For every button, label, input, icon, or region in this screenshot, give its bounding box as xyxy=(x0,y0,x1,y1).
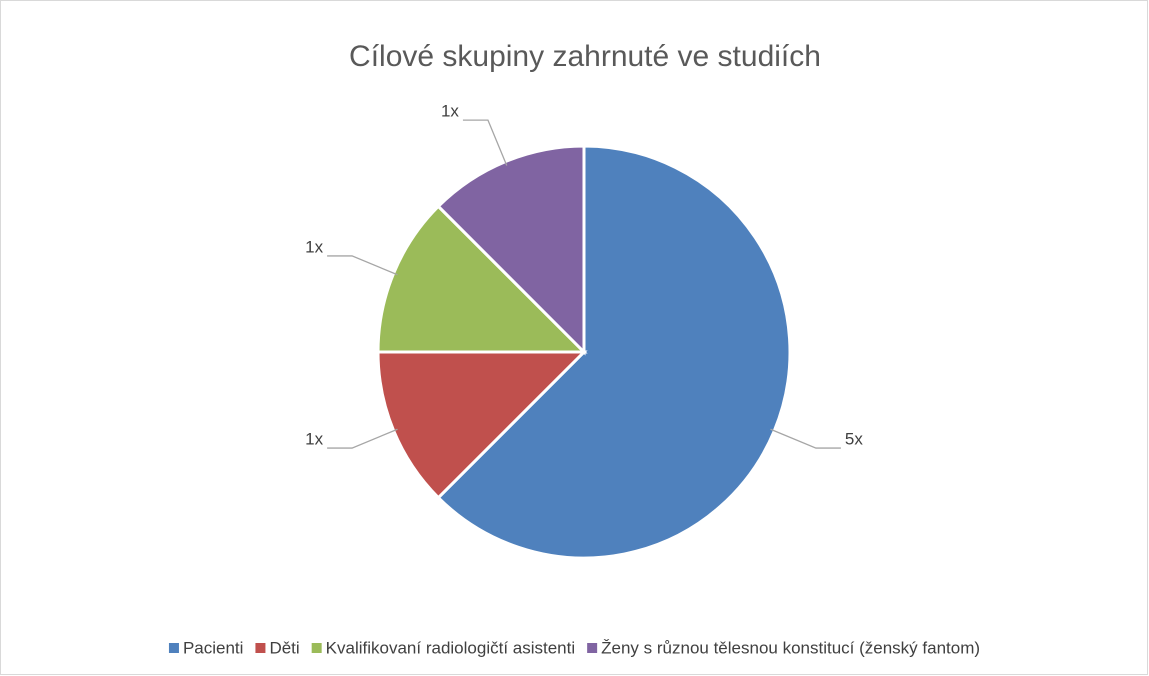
data-label: 5x xyxy=(845,430,863,449)
legend-swatch xyxy=(587,643,598,653)
legend-swatch xyxy=(168,643,179,653)
legend-label: Pacienti xyxy=(183,638,243,657)
legend-swatch xyxy=(255,643,266,653)
legend-label: Kvalifikovaní radiologičtí asistenti xyxy=(326,638,575,657)
legend-label: Děti xyxy=(269,638,299,657)
leader-line xyxy=(327,428,398,449)
leader-line xyxy=(462,119,508,166)
data-label: 1x xyxy=(305,430,323,449)
data-label: 1x xyxy=(441,102,459,121)
chart-title: Cílové skupiny zahrnuté ve studiích xyxy=(349,40,821,73)
legend-swatch xyxy=(311,643,322,653)
data-label: 1x xyxy=(305,237,323,256)
leader-line xyxy=(327,255,398,276)
legend-label: Ženy s různou tělesnou konstitucí (žensk… xyxy=(601,638,980,657)
leader-line xyxy=(770,428,841,449)
